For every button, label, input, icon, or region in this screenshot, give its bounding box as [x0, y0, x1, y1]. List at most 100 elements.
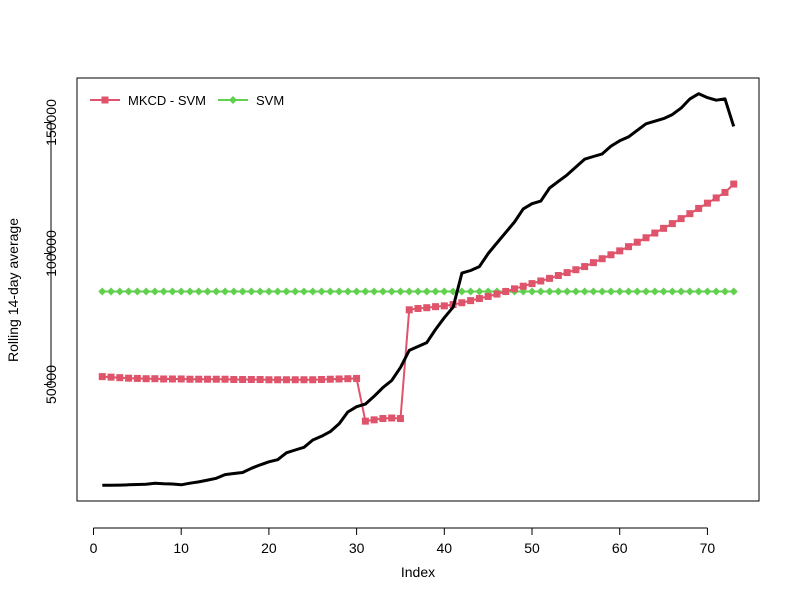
data-point [563, 287, 572, 296]
data-point [221, 375, 229, 383]
data-point [238, 287, 247, 296]
data-point [624, 287, 633, 296]
data-point [414, 304, 422, 312]
data-point [396, 415, 404, 423]
data-point [519, 282, 527, 290]
data-point [159, 287, 168, 296]
y-tick-label: 50000 [43, 365, 59, 404]
legend-entry: SVM [218, 93, 284, 108]
data-point [677, 215, 685, 223]
data-point [116, 374, 124, 382]
data-point [309, 376, 317, 384]
data-point [642, 287, 651, 296]
data-point [528, 280, 536, 288]
data-point [396, 287, 405, 296]
legend: MKCD - SVM SVM [90, 93, 284, 108]
data-point [247, 375, 255, 383]
legend-label: SVM [256, 93, 284, 108]
data-point [642, 234, 650, 242]
y-tick-label: 150000 [43, 99, 59, 146]
data-point [98, 373, 106, 381]
data-point [124, 287, 133, 296]
data-point [299, 287, 308, 296]
data-point [247, 287, 256, 296]
data-point [545, 287, 554, 296]
data-point [212, 375, 220, 383]
data-point [510, 285, 518, 293]
data-point [414, 287, 422, 296]
data-point [467, 297, 475, 305]
data-point [229, 287, 238, 296]
data-point [651, 229, 659, 237]
data-point [186, 375, 194, 383]
data-point [581, 263, 589, 271]
series-mkcd-svm [98, 180, 738, 425]
data-point [133, 374, 141, 382]
data-point [335, 375, 343, 383]
data-point [151, 375, 159, 383]
data-point [703, 287, 712, 296]
data-point [405, 306, 413, 314]
data-point [133, 287, 142, 296]
data-point [440, 287, 449, 296]
x-tick-label: 40 [437, 540, 453, 556]
data-point [317, 287, 326, 296]
data-point [633, 287, 642, 296]
series-line [102, 92, 736, 487]
data-point [370, 416, 378, 424]
data-point [546, 274, 554, 282]
data-point [185, 287, 194, 296]
data-point [142, 375, 150, 383]
data-point [107, 287, 116, 296]
data-point [387, 287, 396, 296]
data-point [660, 224, 668, 232]
data-point [115, 287, 124, 296]
data-point [177, 287, 186, 296]
data-point [256, 287, 265, 296]
series-layer [98, 92, 738, 487]
data-point [502, 287, 510, 295]
data-point [668, 287, 677, 296]
data-point [326, 287, 335, 296]
y-axis: 50000 100000 150000 [43, 99, 59, 404]
data-point [589, 259, 597, 267]
data-point [300, 376, 308, 384]
data-point [265, 376, 273, 384]
data-point [361, 417, 369, 425]
data-point [142, 287, 151, 296]
data-point [712, 194, 720, 202]
data-point [650, 287, 659, 296]
data-point [633, 238, 641, 246]
data-point [563, 269, 571, 277]
x-tick-label: 30 [349, 540, 365, 556]
data-point [729, 287, 738, 296]
data-point [282, 376, 290, 384]
data-point [475, 295, 483, 303]
data-point [694, 287, 703, 296]
legend-label: MKCD - SVM [128, 93, 206, 108]
data-point [230, 375, 238, 383]
x-tick-label: 20 [261, 540, 277, 556]
x-tick-label: 60 [612, 540, 628, 556]
data-point [194, 287, 203, 296]
y-axis-title: Rolling 14-day average [5, 218, 21, 362]
data-point [274, 376, 282, 384]
x-axis-title: Index [401, 564, 435, 580]
data-point [606, 287, 615, 296]
data-point [318, 375, 326, 383]
data-point [150, 287, 159, 296]
data-point [204, 375, 212, 383]
data-point [203, 287, 212, 296]
x-tick-label: 70 [700, 540, 716, 556]
data-point [703, 199, 711, 207]
data-point [335, 287, 344, 296]
data-point [440, 302, 448, 310]
data-point [668, 220, 676, 228]
data-point [308, 287, 317, 296]
data-point [554, 271, 562, 279]
data-point [361, 287, 370, 296]
data-point [598, 287, 607, 296]
legend-entry: MKCD - SVM [90, 93, 206, 108]
data-point [493, 290, 501, 298]
data-point [466, 287, 475, 296]
